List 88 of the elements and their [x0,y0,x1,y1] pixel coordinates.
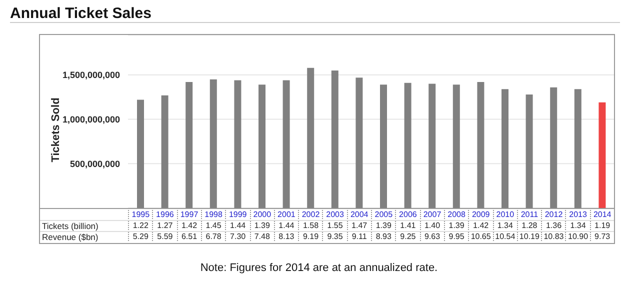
text: 6.51 [176,232,201,241]
text: 9.19 [298,232,322,241]
text: 1.47 [346,221,371,230]
bar [258,84,266,208]
x-tick-label: 1996 [152,210,177,219]
text: 9.63 [420,232,444,241]
text: 1.27 [152,221,177,230]
text: 1.22 [128,221,152,230]
x-tick-label: 2010 [492,210,517,219]
text: 1.42 [176,221,201,230]
x-tick-label: 2012 [541,210,566,219]
bar [137,100,144,208]
x-tick-label: 2014 [590,210,614,219]
x-tick-label: 2007 [420,210,444,219]
x-tick-label: 2003 [322,210,347,219]
text: Revenue ($bn) [42,232,98,242]
text: 1.55 [322,221,347,230]
bar [404,82,412,208]
text: 9.35 [322,232,347,241]
bar [307,68,314,208]
text: 1.58 [298,221,322,230]
text: 1.39 [371,221,396,230]
text: Note: Figures for 2014 are at an annualized rate. [199,262,439,274]
text: 9.73 [590,232,614,241]
bar [210,79,217,208]
text: 10.90 [565,232,590,241]
bar [550,87,558,208]
text: 9.11 [346,232,371,241]
x-tick-label: 2002 [298,210,322,219]
text: 1.39 [444,221,468,230]
bar [502,89,508,208]
x-tick-label: 2005 [371,210,396,219]
text: 1.41 [395,221,420,230]
text: 1.34 [492,221,517,230]
text: 1.42 [468,221,492,230]
text: 7.48 [250,232,274,241]
text: 1.28 [516,221,542,230]
text: 1.44 [225,221,250,230]
bar [186,82,193,208]
text: 1.40 [420,221,444,230]
bar [380,84,387,208]
text: 1.34 [565,221,590,230]
bar [234,80,242,208]
x-tick-label: 2009 [468,210,492,219]
bar [161,95,168,208]
x-tick-label: 1998 [200,210,226,219]
text: 9.25 [395,232,420,241]
x-tick-label: 2001 [274,210,298,219]
text: 1.39 [250,221,274,230]
bar [331,70,338,208]
y-tick-label: 500,000,000 [70,158,120,169]
text: 9.95 [444,232,468,241]
text: 5.29 [128,232,152,241]
text: 8.93 [371,232,396,241]
bar [477,82,484,208]
x-tick-label: 1995 [128,210,152,219]
text: 1.44 [274,221,298,230]
bar [428,84,436,208]
y-tick-label: 1,500,000,000 [62,70,120,80]
x-tick-label: 2008 [444,210,468,219]
text: 7.30 [225,232,250,241]
text: Tickets (billion) [42,221,98,231]
text: 5.59 [152,232,177,241]
x-tick-label: 1999 [225,210,250,219]
text: 1.19 [590,221,614,230]
x-tick-label: 2004 [346,210,371,219]
text: 8.13 [274,232,298,241]
bar [282,80,290,208]
text: 10.83 [541,232,566,241]
bar [356,78,363,208]
text: 10.65 [468,232,492,241]
bar [574,89,582,208]
text: 1.45 [200,221,226,230]
x-tick-label: 2013 [565,210,590,219]
x-tick-label: 2011 [516,210,542,219]
text: 10.19 [516,232,542,241]
x-tick-label: 2000 [250,210,274,219]
text: 6.78 [200,232,226,241]
y-axis-title: Tickets Sold [50,98,62,162]
text: 1.36 [541,221,566,230]
text: 10.54 [492,232,517,241]
x-tick-label: 1997 [176,210,201,219]
y-tick-label: 1,000,000,000 [62,114,120,124]
chart-title: Annual Ticket Sales [10,5,152,22]
x-tick-label: 2006 [395,210,420,219]
bar [526,94,533,208]
bar [598,102,606,208]
bar [452,84,460,208]
